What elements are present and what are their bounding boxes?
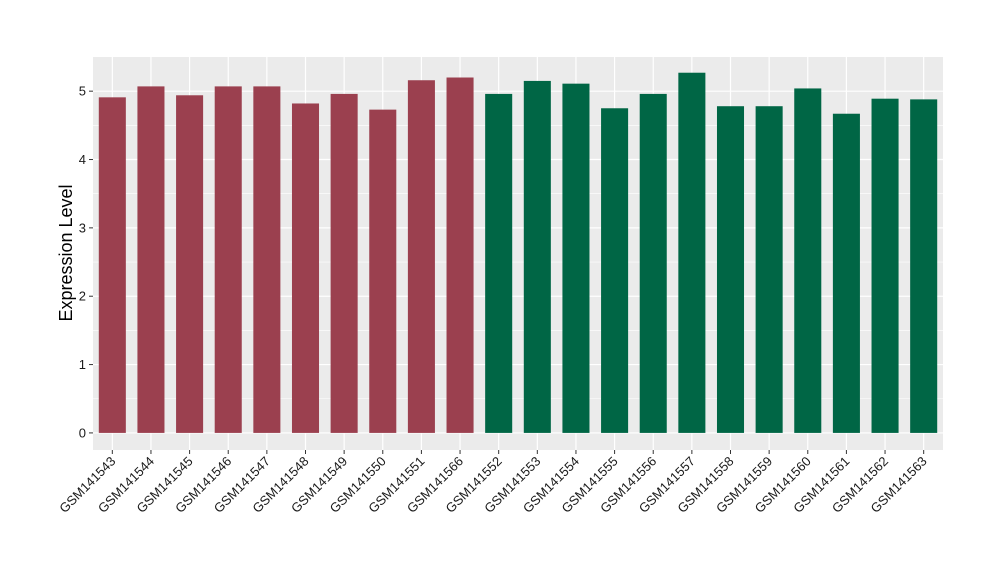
- y-tick-label: 4: [79, 152, 86, 167]
- y-axis-ticks: 0 1 2 3 4 5: [79, 84, 93, 440]
- bar-GSM141544: [137, 86, 165, 433]
- bar-GSM141546: [214, 86, 242, 433]
- y-tick-label: 2: [79, 289, 86, 304]
- bar-GSM141559: [755, 106, 783, 433]
- bar-GSM141545: [176, 95, 204, 433]
- bar-GSM141548: [291, 103, 320, 433]
- bar-GSM141553: [523, 80, 551, 433]
- bar-GSM141551: [407, 80, 435, 433]
- bar-GSM141558: [716, 106, 745, 433]
- bar-GSM141543: [98, 97, 126, 433]
- y-axis-title: Expression Level: [56, 184, 76, 321]
- bar-GSM141560: [794, 88, 822, 433]
- bar-GSM141555: [601, 108, 629, 433]
- bar-GSM141549: [330, 93, 358, 433]
- bar-GSM141562: [871, 98, 899, 433]
- bar-GSM141557: [678, 72, 706, 433]
- y-tick-label: 0: [79, 425, 86, 440]
- y-tick-label: 1: [79, 357, 86, 372]
- bar-GSM141547: [253, 86, 281, 433]
- bar-GSM141563: [910, 99, 938, 433]
- bar-GSM141550: [369, 109, 397, 433]
- bar-GSM141554: [562, 83, 590, 433]
- y-tick-label: 3: [79, 220, 86, 235]
- bar-GSM141556: [639, 93, 667, 433]
- bars: [98, 72, 938, 433]
- bar-GSM141552: [485, 93, 513, 433]
- x-axis-ticks: GSM141543GSM141544GSM141545GSM141546GSM1…: [56, 450, 930, 516]
- bar-GSM141566: [446, 77, 474, 433]
- bar-GSM141561: [832, 113, 860, 433]
- y-tick-label: 5: [79, 84, 86, 99]
